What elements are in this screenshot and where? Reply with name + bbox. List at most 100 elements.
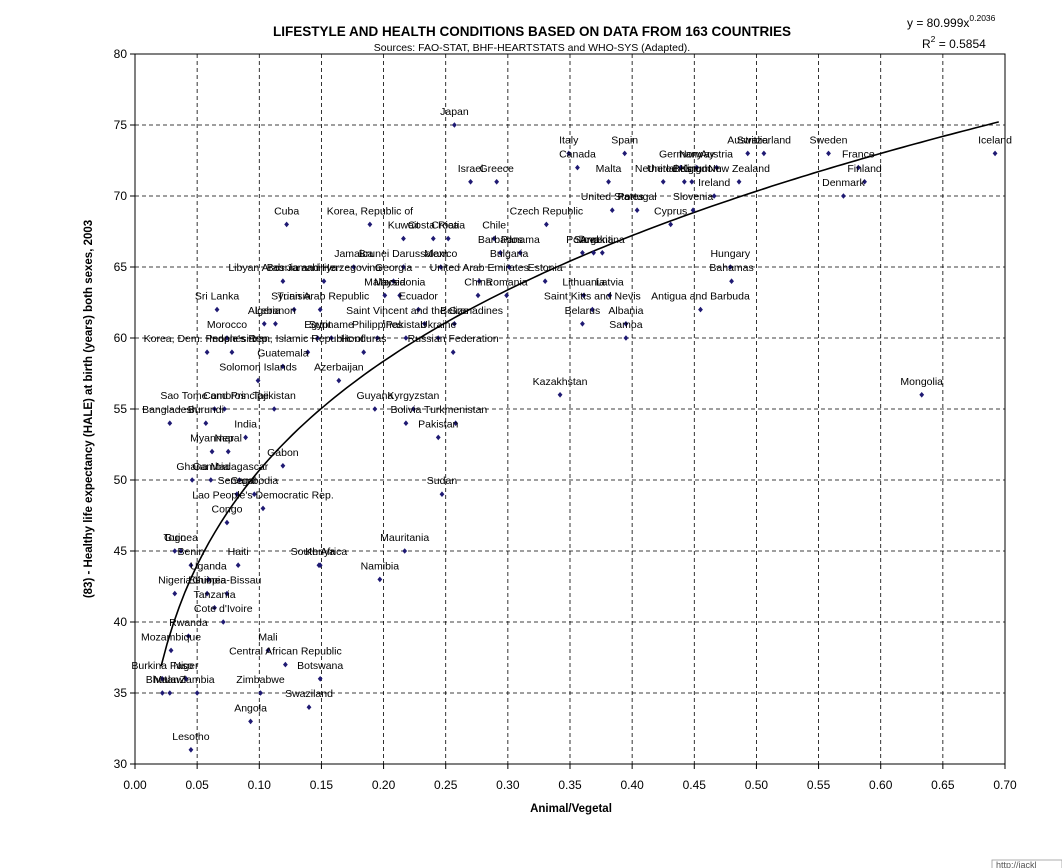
data-point	[494, 179, 500, 185]
data-point-label: Azerbaijan	[314, 362, 364, 374]
x-tick-label: 0.35	[558, 778, 582, 792]
x-tick-label: 0.30	[496, 778, 520, 792]
data-point-label: Burkina Faso	[131, 660, 193, 672]
data-point-label: Zambia	[180, 674, 215, 686]
data-point-label: Germany	[659, 149, 703, 161]
data-point-label: United Kingdom	[647, 163, 722, 175]
data-point	[599, 250, 605, 256]
data-point	[468, 179, 473, 185]
data-point-label: Belize	[440, 305, 469, 317]
data-point	[235, 562, 241, 568]
data-point	[475, 292, 481, 299]
x-tick-label: 0.10	[248, 778, 272, 792]
data-point	[729, 278, 734, 284]
data-point	[372, 406, 378, 412]
data-point-label: Kyrgyzstan	[387, 390, 439, 402]
y-tick-label: 75	[114, 118, 128, 132]
data-point	[306, 704, 312, 710]
y-tick-label: 55	[114, 402, 128, 416]
trendline	[160, 121, 999, 667]
data-point	[681, 179, 687, 185]
footer-box	[991, 859, 1062, 868]
r-squared-exponent: 2	[931, 34, 936, 44]
data-point-label: Turkmenistan	[424, 404, 487, 416]
x-tick-label: 0.20	[372, 778, 396, 792]
data-point	[273, 321, 278, 327]
data-point-label: Belgium	[673, 163, 711, 175]
data-point-label: Canada	[559, 149, 596, 161]
data-point	[222, 406, 227, 412]
data-point	[234, 491, 240, 497]
x-tick-label: 0.60	[869, 778, 893, 792]
data-point	[841, 193, 846, 199]
data-point	[452, 321, 457, 327]
data-point	[589, 306, 595, 313]
y-tick-label: 80	[114, 47, 128, 61]
x-tick-label: 0.40	[620, 778, 644, 792]
data-point	[317, 562, 323, 568]
data-point	[237, 477, 242, 483]
data-point	[660, 179, 666, 185]
data-point-label: Argentina	[580, 234, 625, 246]
data-point-label: Bolivia	[390, 404, 421, 416]
data-point-label: Kenya	[305, 546, 335, 558]
data-point-label: Zimbabwe	[236, 674, 285, 686]
data-point-label: Algeria	[248, 305, 281, 317]
data-point	[205, 576, 211, 583]
y-tick-label: 50	[114, 473, 128, 487]
x-tick-label: 0.15	[310, 778, 334, 792]
equation-prefix: y = 80.999x	[907, 16, 969, 30]
data-point	[243, 434, 249, 441]
data-point	[172, 548, 178, 554]
data-point-label: Morocco	[207, 319, 247, 331]
footer-url-text: http://jackl	[996, 860, 1037, 868]
data-point-label: Senegal	[218, 475, 257, 487]
data-point-label: Bangladesh	[142, 404, 198, 416]
data-point-label: Portugal	[618, 191, 657, 203]
data-point-label: Bahamas	[709, 262, 753, 274]
data-point-label: Sri Lanka	[195, 291, 240, 303]
data-point-label: Lebanon	[255, 305, 296, 317]
data-point	[566, 150, 572, 157]
data-point-label: India	[234, 418, 257, 430]
data-point	[557, 392, 563, 398]
data-point	[188, 562, 194, 568]
data-point	[826, 150, 831, 157]
data-point	[435, 335, 441, 341]
data-point-label: Belarus	[565, 305, 601, 317]
data-point-label: Norway	[679, 149, 715, 161]
data-point	[498, 250, 503, 256]
data-point-label: Togo	[163, 532, 186, 544]
data-point	[367, 221, 373, 228]
y-tick-label: 70	[114, 189, 128, 203]
data-point	[453, 420, 459, 426]
data-point-label: Malawi	[153, 674, 186, 686]
data-point-label: Austria	[700, 149, 733, 161]
data-point	[580, 250, 585, 256]
data-point-label: Romania	[486, 276, 528, 288]
data-point	[711, 193, 717, 199]
data-point	[374, 335, 380, 341]
data-point	[401, 235, 406, 242]
data-point	[919, 392, 925, 398]
r-squared-prefix: R	[922, 37, 931, 51]
data-point-label: Barbados	[478, 234, 523, 246]
data-point	[397, 292, 403, 299]
data-point-label: Mauritania	[380, 532, 429, 544]
data-point	[862, 179, 867, 185]
data-point-label: Lesotho	[172, 731, 210, 743]
data-point-label: Cote d'Ivoire	[194, 603, 253, 615]
data-point	[229, 349, 235, 355]
data-point	[255, 377, 261, 384]
data-point-label: Malta	[596, 163, 622, 175]
data-point-label: United Arab Emirates	[430, 262, 529, 274]
data-point-label: Guyana	[356, 390, 393, 402]
data-point	[220, 619, 226, 625]
data-point	[411, 406, 416, 412]
data-point	[321, 278, 327, 284]
data-point-label: Tanzania	[194, 589, 236, 601]
data-point-label: Uganda	[190, 560, 227, 572]
data-point-label: Poland	[566, 234, 599, 246]
data-point-label: Macedonia	[374, 276, 426, 288]
data-point-label: Japan	[440, 106, 469, 118]
